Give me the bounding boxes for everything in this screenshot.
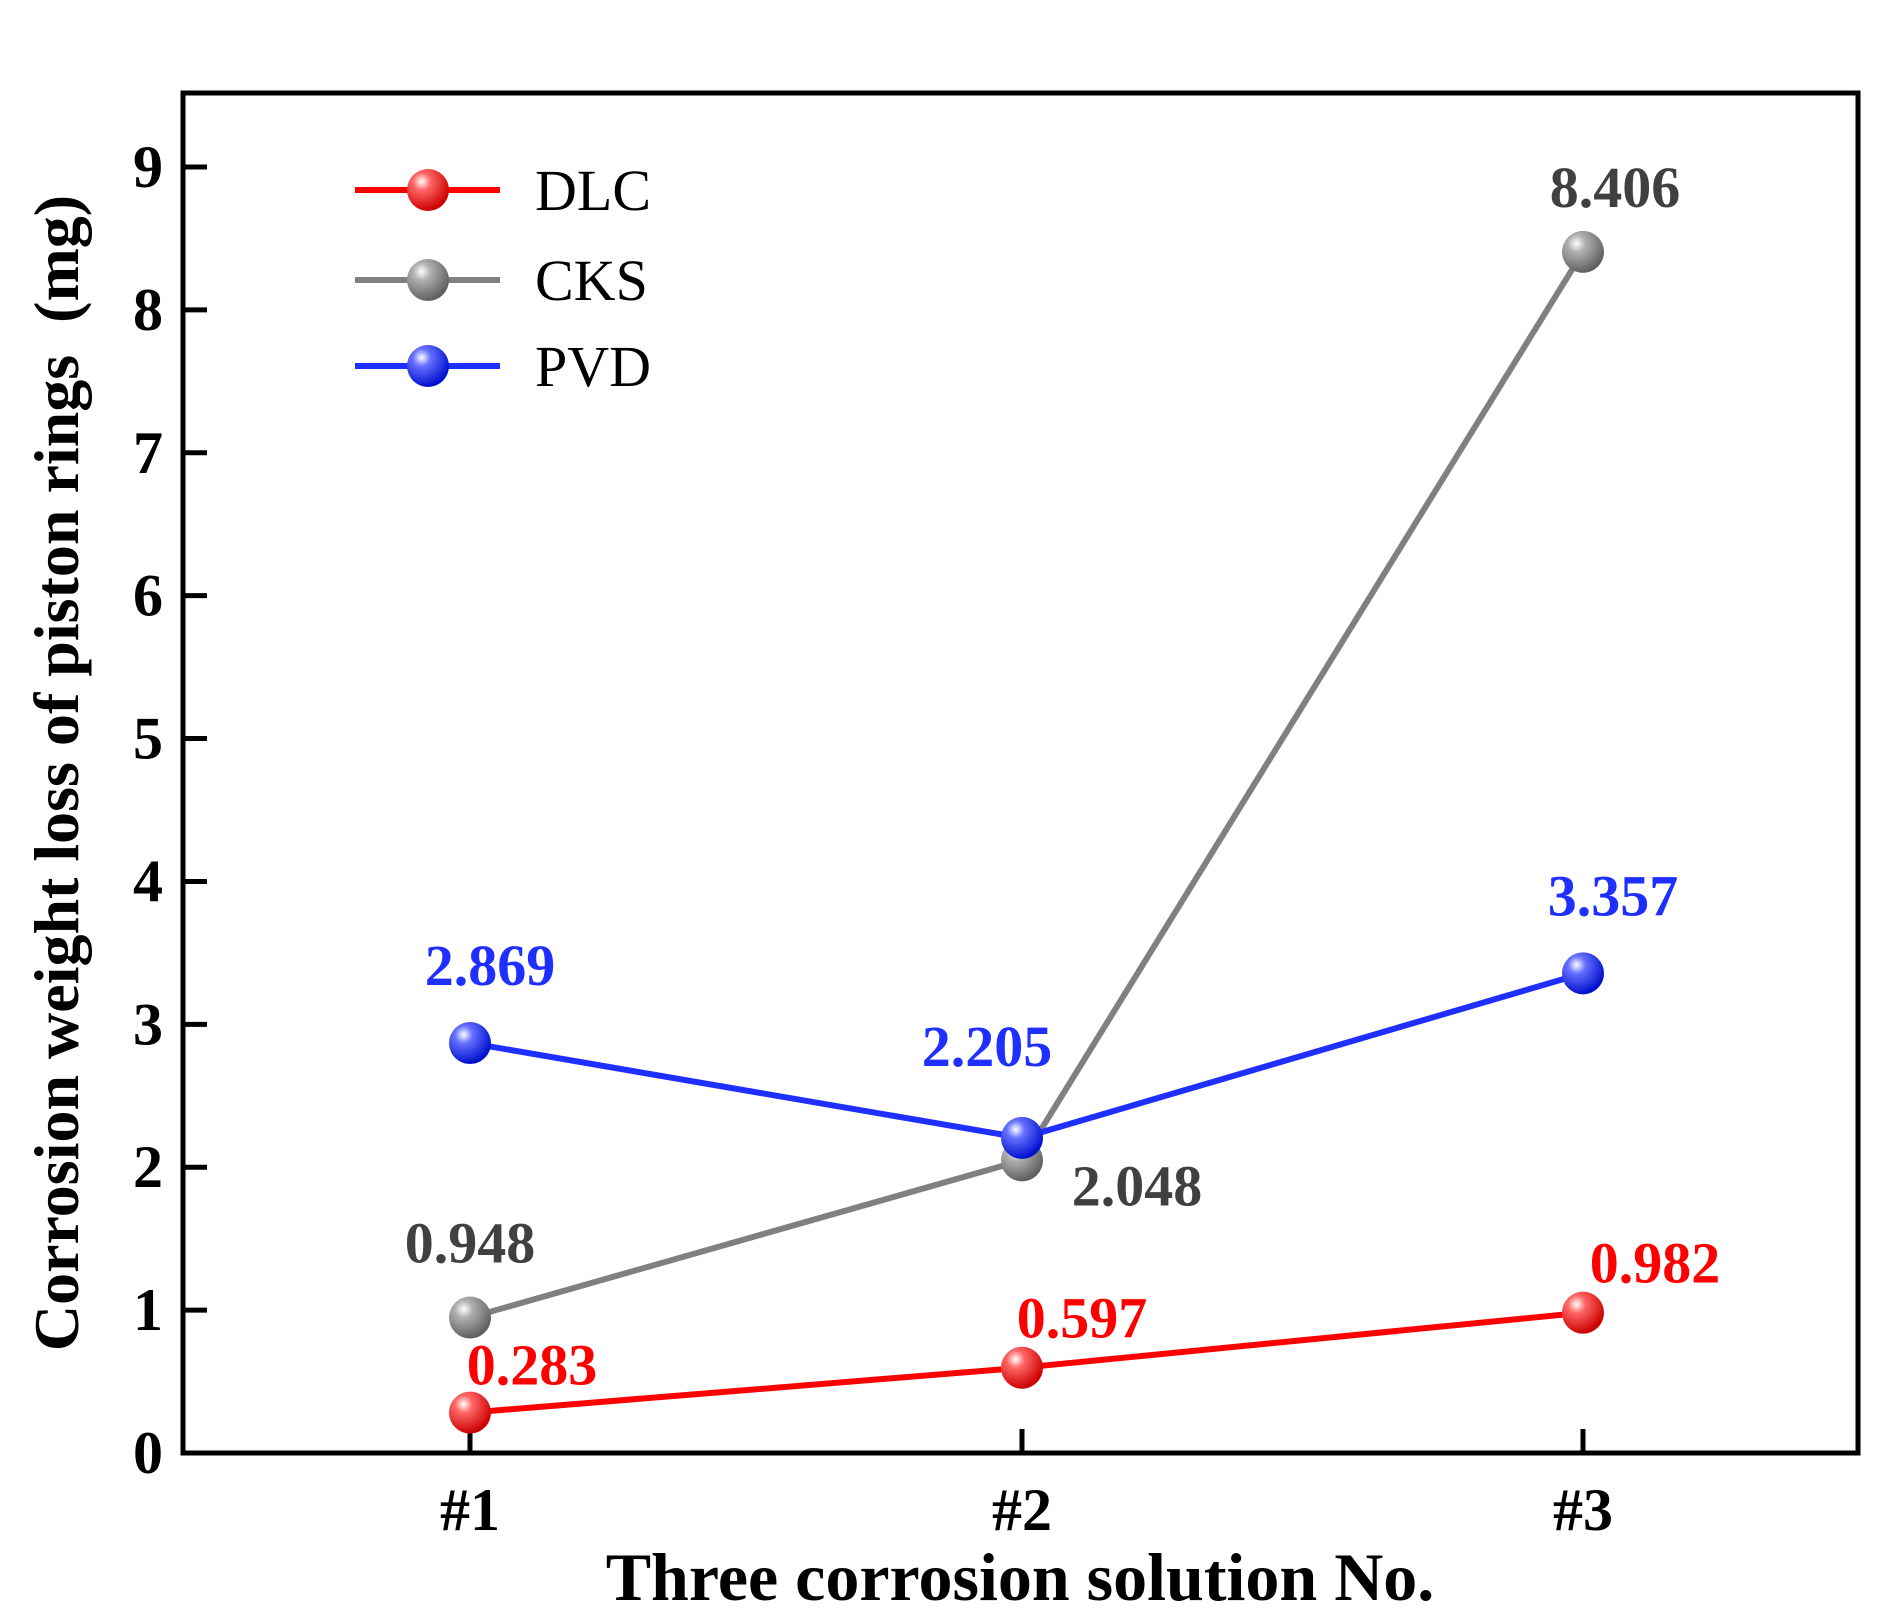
data-label-dlc: 0.597 <box>1017 1286 1148 1351</box>
y-tick-label: 3 <box>133 991 163 1057</box>
data-label-cks: 0.948 <box>405 1211 536 1276</box>
y-tick-label: 7 <box>133 420 163 486</box>
legend: DLC CKS PVD <box>355 158 651 399</box>
legend-label-pvd: PVD <box>535 334 651 399</box>
x-tick-label: #1 <box>440 1477 500 1543</box>
y-tick-label: 1 <box>133 1277 163 1343</box>
x-axis: #1 #2 #3 <box>440 1429 1613 1543</box>
data-point-cks <box>449 1296 491 1339</box>
data-point-cks <box>1562 230 1604 273</box>
legend-label-dlc: DLC <box>535 158 651 223</box>
legend-marker-pvd <box>407 345 449 387</box>
y-tick-label: 5 <box>133 706 163 772</box>
y-axis-label: Corrosion weight loss of piston rings (m… <box>21 195 92 1351</box>
y-tick-label: 8 <box>133 277 163 343</box>
y-tick-label: 4 <box>133 848 163 914</box>
data-point-dlc <box>1562 1291 1604 1334</box>
data-label-cks: 2.048 <box>1072 1153 1203 1218</box>
y-axis: 0 1 2 3 4 5 6 7 8 9 <box>133 134 207 1486</box>
x-tick-label: #2 <box>992 1477 1052 1543</box>
legend-label-cks: CKS <box>535 248 648 313</box>
data-label-pvd: 2.205 <box>922 1014 1053 1079</box>
data-point-pvd <box>1562 952 1604 995</box>
x-tick-label: #3 <box>1553 1477 1613 1543</box>
series-layer: 0.283 0.597 0.982 0.948 2.048 8.406 2.869 2.205… <box>405 155 1721 1434</box>
y-tick-label: 2 <box>133 1134 163 1200</box>
y-tick-label: 6 <box>133 563 163 629</box>
data-label-dlc: 0.283 <box>467 1333 598 1398</box>
y-tick-label: 9 <box>133 134 163 200</box>
data-point-pvd <box>449 1022 491 1065</box>
x-axis-label: Three corrosion solution No. <box>606 1539 1435 1615</box>
data-point-dlc <box>449 1391 491 1434</box>
legend-marker-dlc <box>407 169 449 211</box>
data-label-cks: 8.406 <box>1550 155 1681 220</box>
y-tick-label: 0 <box>133 1420 163 1486</box>
data-point-pvd <box>1001 1116 1043 1159</box>
data-point-dlc <box>1001 1346 1043 1389</box>
data-label-dlc: 0.982 <box>1590 1231 1721 1296</box>
legend-marker-cks <box>407 259 449 301</box>
data-label-pvd: 2.869 <box>425 933 556 998</box>
data-label-pvd: 3.357 <box>1548 863 1679 928</box>
